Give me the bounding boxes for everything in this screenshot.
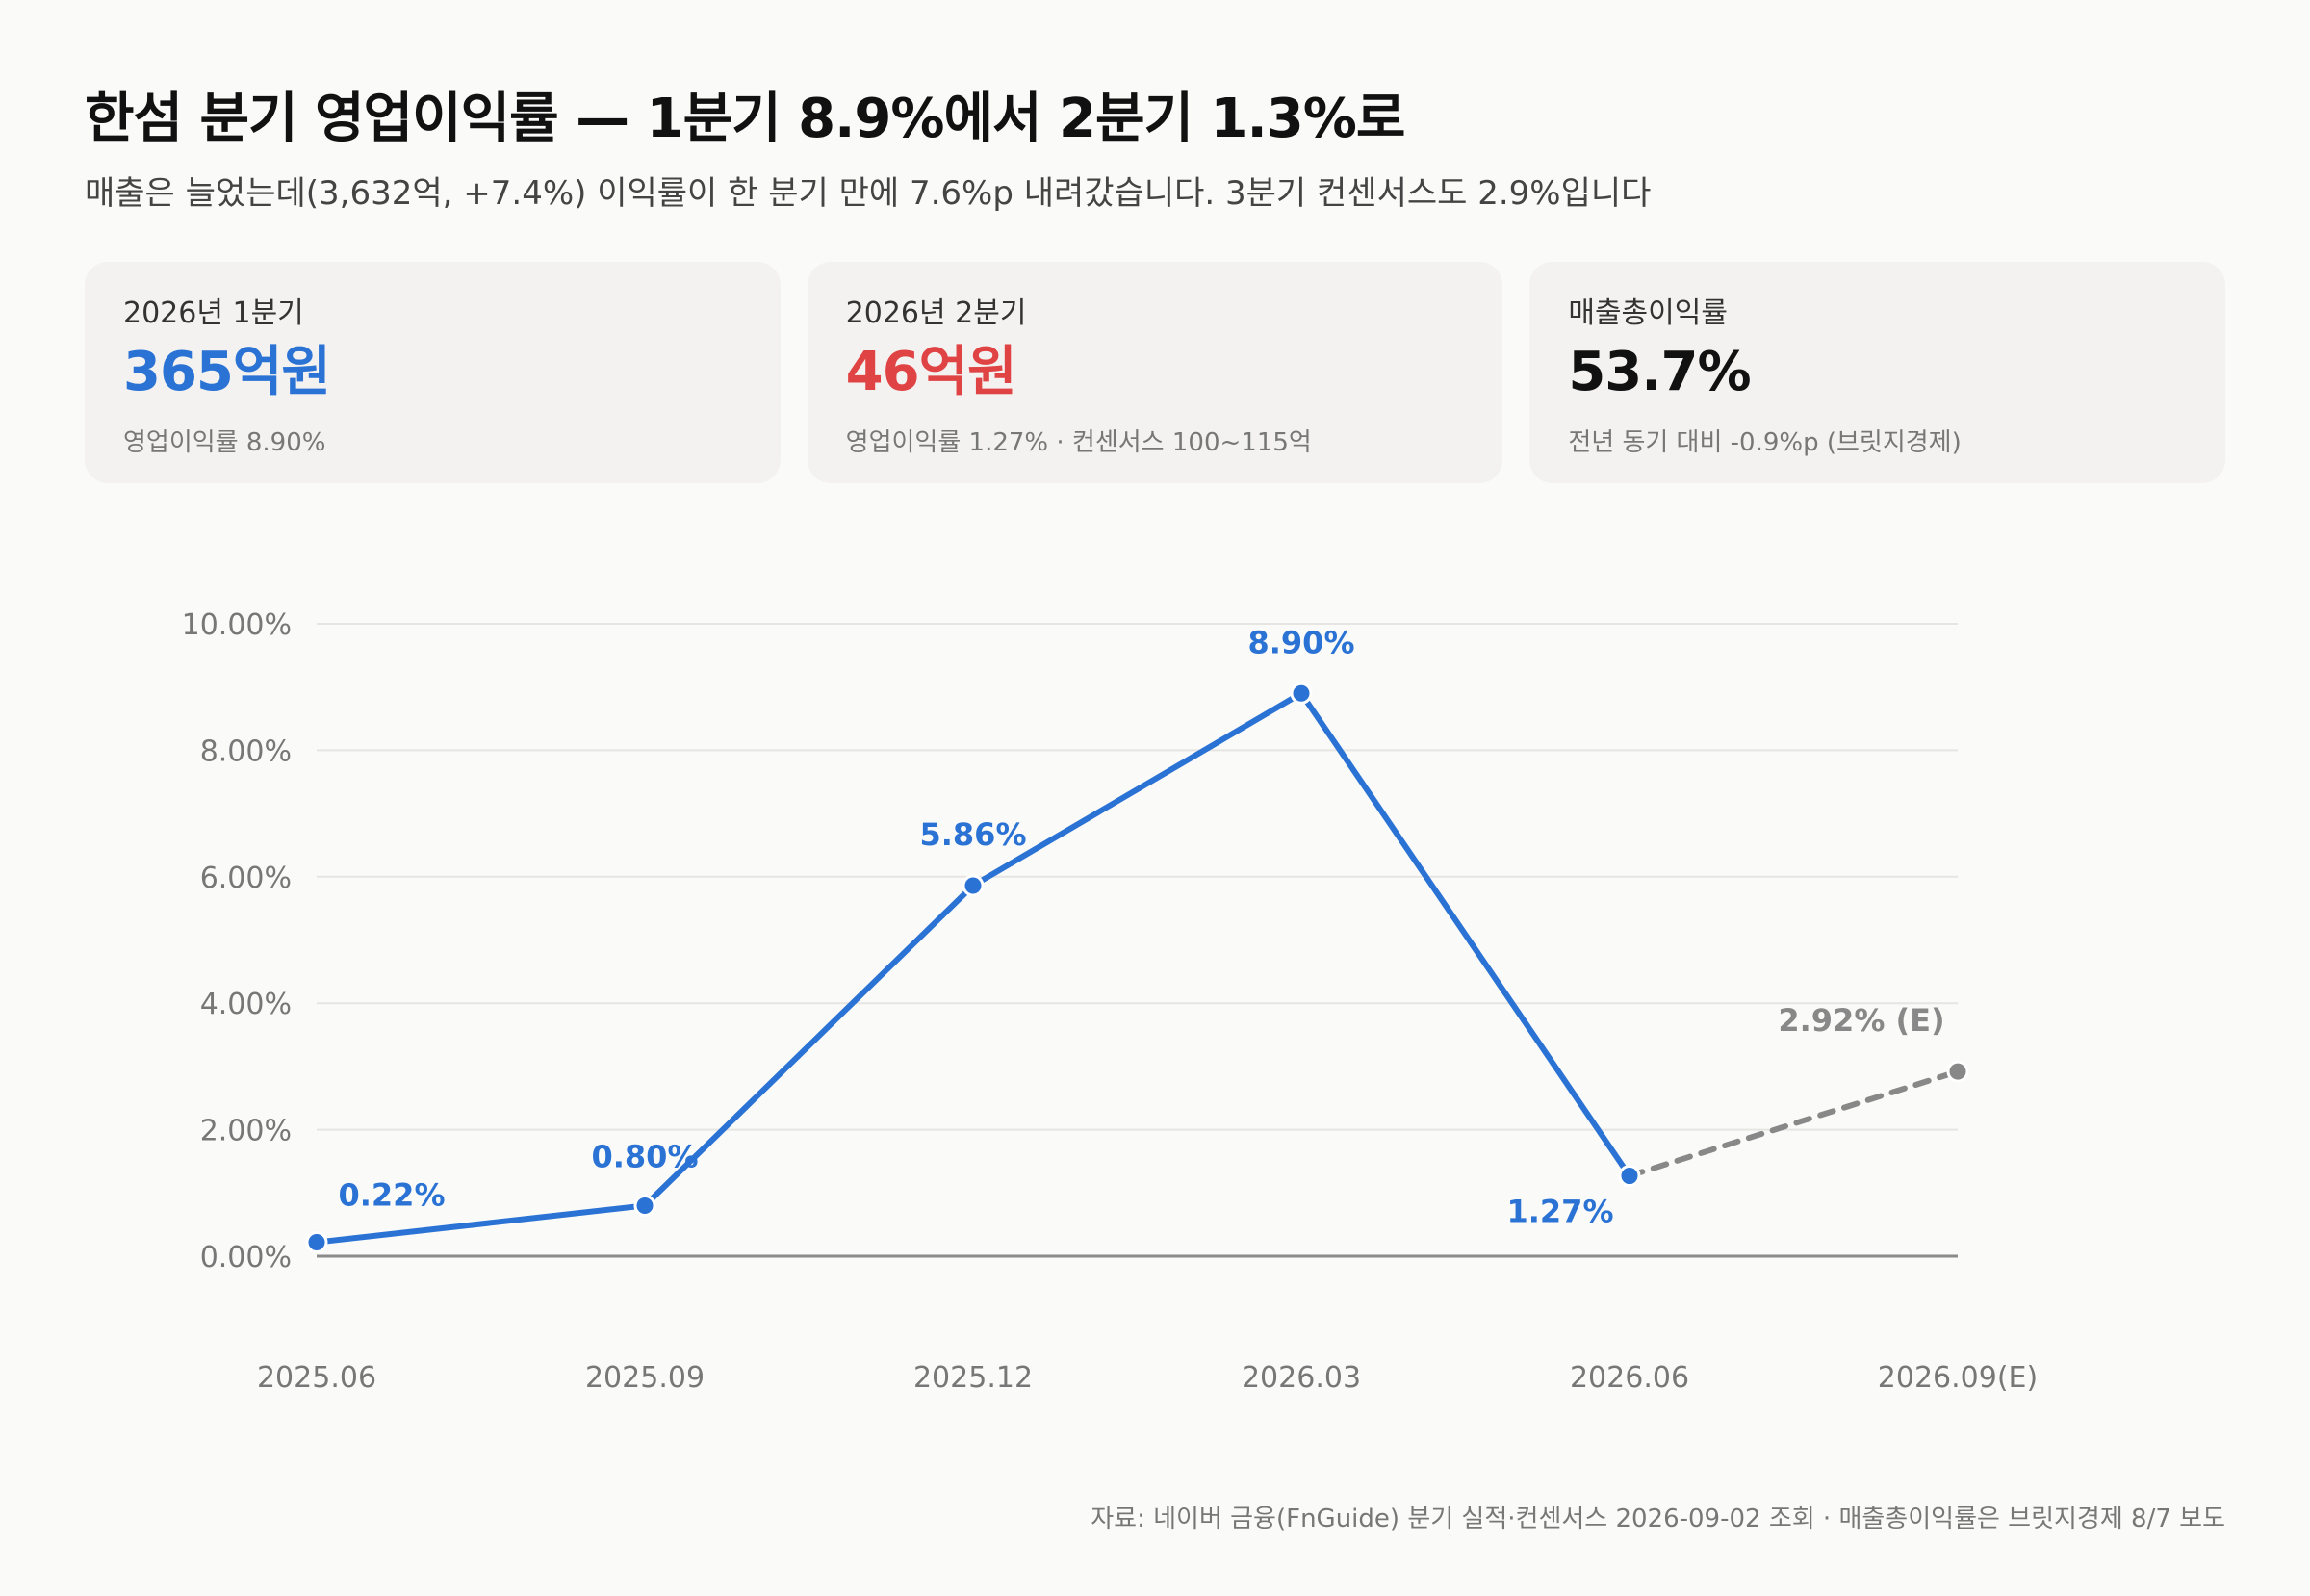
data-point-estimate — [1946, 1060, 1969, 1083]
data-point — [633, 1194, 656, 1217]
x-tick-label: 2025.06 — [257, 1361, 376, 1395]
kpi-card-value: 365억원 — [123, 341, 331, 403]
margin-line-chart: 0.00% 2.00% 4.00% 6.00% 8.00% 10.00% 2025.06 20… — [182, 608, 2039, 1395]
kpi-card-note: 영업이익률 8.90% — [123, 427, 326, 457]
data-point — [305, 1231, 328, 1254]
data-label: 5.86% — [919, 816, 1026, 853]
data-label: 1.27% — [1506, 1194, 1613, 1230]
y-tick-label: 10.00% — [182, 608, 292, 642]
page-subtitle: 매출은 늘었는데(3,632억, +7.4%) 이익률이 한 분기 만에 7.6… — [85, 174, 1652, 213]
y-tick-label: 6.00% — [200, 862, 292, 895]
kpi-card-q1: 2026년 1분기 365억원 영업이익률 8.90% — [85, 262, 781, 483]
x-tick-label: 2025.09 — [585, 1361, 705, 1395]
data-label: 8.90% — [1247, 624, 1354, 660]
kpi-card-label: 2026년 1분기 — [123, 296, 304, 330]
kpi-card-note: 전년 동기 대비 -0.9%p (브릿지경제) — [1568, 427, 1962, 457]
x-tick-label: 2025.12 — [913, 1361, 1033, 1395]
kpi-card-label: 매출총이익률 — [1568, 296, 1728, 330]
x-tick-label: 2026.06 — [1570, 1361, 1689, 1395]
y-tick-label: 2.00% — [200, 1115, 292, 1148]
y-tick-label: 0.00% — [200, 1241, 292, 1274]
y-tick-label: 4.00% — [200, 988, 292, 1021]
data-label: 0.80% — [591, 1138, 698, 1174]
kpi-card-q2: 2026년 2분기 46억원 영업이익률 1.27% · 컨센서스 100~11… — [807, 262, 1503, 483]
page-title: 한섬 분기 영업이익률 — 1분기 8.9%에서 2분기 1.3%로 — [85, 88, 1405, 150]
data-point — [962, 874, 985, 897]
estimate-series-line — [1627, 1068, 1961, 1179]
y-tick-label: 8.00% — [200, 734, 292, 768]
source-note: 자료: 네이버 금융(FnGuide) 분기 실적·컨센서스 2026-09-0… — [1091, 1505, 2225, 1533]
data-label: 2.92% (E) — [1778, 1002, 1944, 1039]
kpi-card-value: 53.7% — [1568, 341, 1751, 403]
data-point — [1618, 1165, 1641, 1188]
data-point — [1290, 682, 1313, 705]
kpi-card-label: 2026년 2분기 — [845, 296, 1027, 330]
actual-series-line — [314, 690, 1632, 1246]
x-tick-label: 2026.03 — [1242, 1361, 1361, 1395]
kpi-card-value: 46억원 — [845, 341, 1017, 403]
kpi-card-note: 영업이익률 1.27% · 컨센서스 100~115억 — [845, 427, 1312, 457]
x-tick-label: 2026.09(E) — [1878, 1361, 2038, 1395]
data-label: 0.22% — [338, 1177, 445, 1214]
kpi-cards: 2026년 1분기 365억원 영업이익률 8.90% 2026년 2분기 46… — [85, 262, 2226, 483]
kpi-card-gross-margin: 매출총이익률 53.7% 전년 동기 대비 -0.9%p (브릿지경제) — [1529, 262, 2226, 483]
